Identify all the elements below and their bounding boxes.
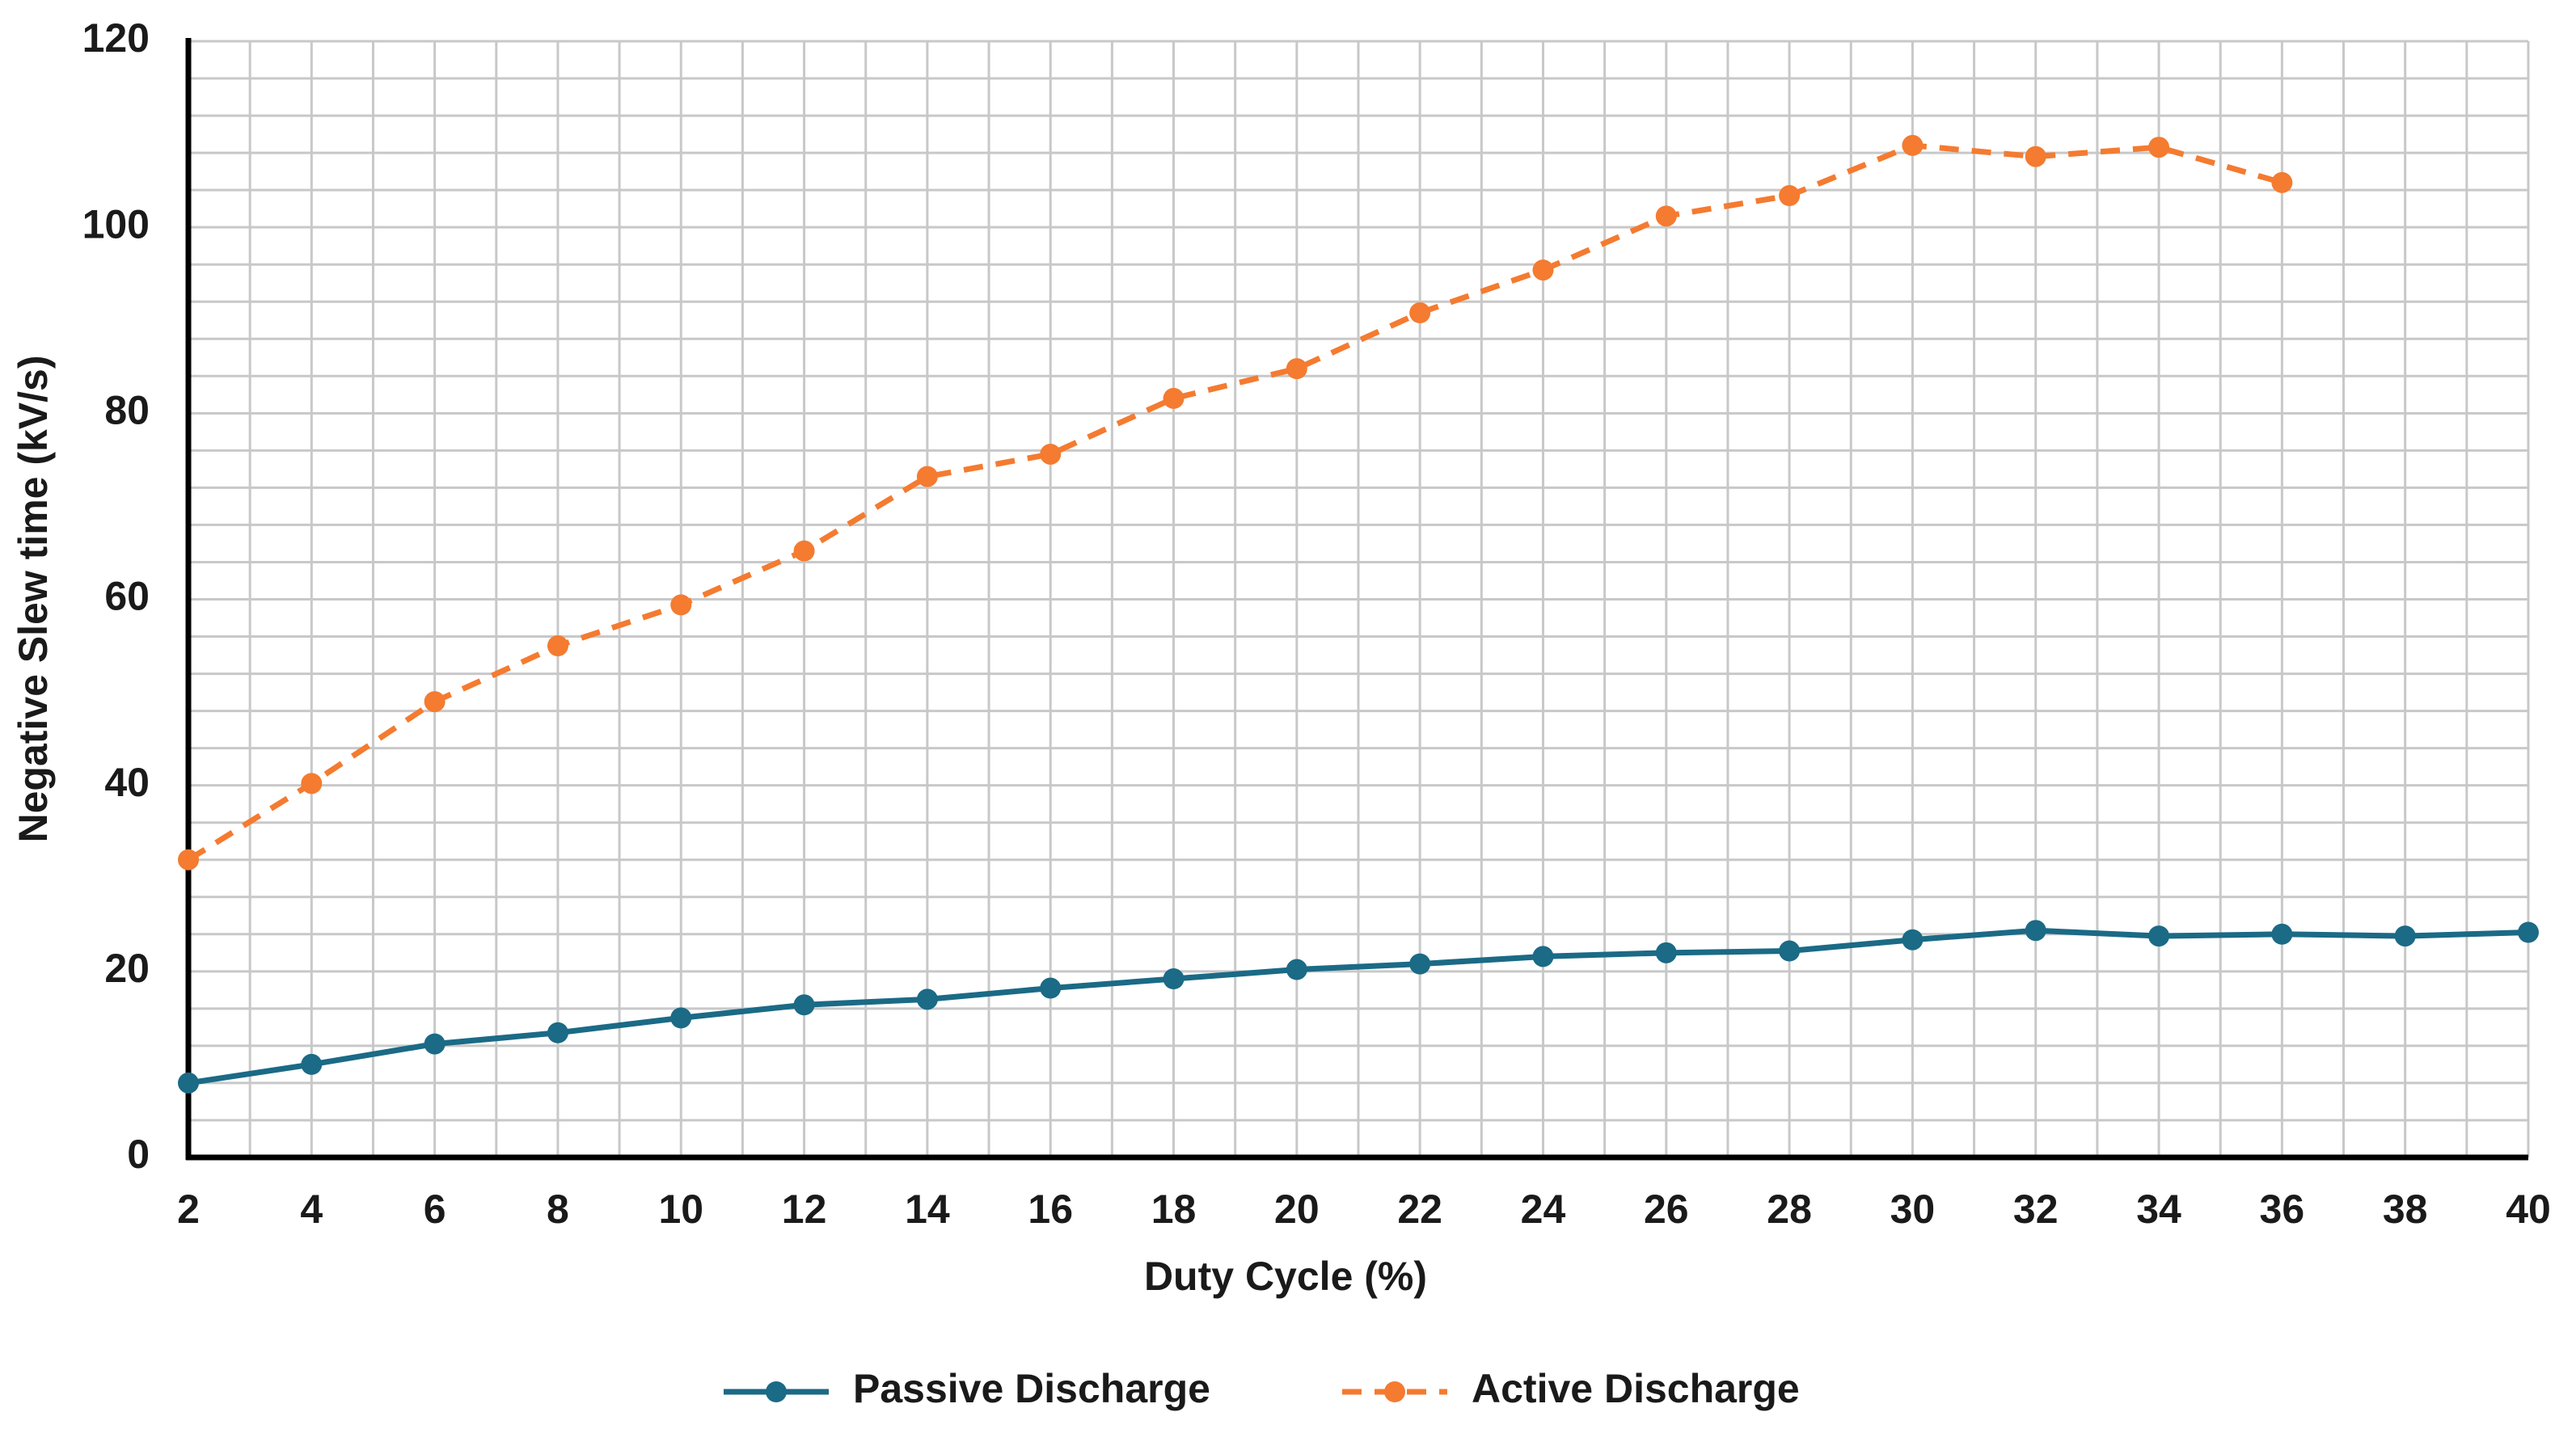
x-tick-label: 4 [300,1187,323,1232]
x-tick-label: 18 [1151,1187,1197,1232]
data-point [1040,443,1062,465]
data-point [2271,171,2293,193]
data-point [670,1007,692,1029]
data-point [1286,959,1307,980]
data-point [2271,923,2293,945]
data-point [1779,940,1801,962]
x-tick-label: 40 [2506,1187,2551,1232]
y-tick-label: 120 [82,15,150,61]
data-point [301,1053,323,1075]
data-point [670,594,692,616]
data-point [1902,929,1924,951]
x-tick-label: 16 [1028,1187,1073,1232]
y-tick-label: 20 [104,946,150,991]
data-point [1286,358,1307,380]
data-point [424,691,446,713]
y-tick-label: 40 [104,760,150,805]
data-point [1409,953,1431,975]
data-point [2518,921,2539,943]
data-point [547,1022,568,1043]
y-tick-label: 0 [127,1132,150,1177]
x-tick-label: 22 [1397,1187,1442,1232]
data-point [916,988,938,1010]
data-point [793,540,815,562]
x-axis-title: Duty Cycle (%) [1144,1254,1427,1299]
x-tick-label: 26 [1644,1187,1689,1232]
x-tick-label: 34 [2136,1187,2181,1232]
data-point [1779,185,1801,207]
data-point [178,849,199,870]
data-point [1409,302,1431,324]
y-tick-label: 60 [104,574,150,619]
x-tick-label: 2 [177,1187,200,1232]
legend-marker [1384,1381,1405,1402]
data-point [1532,946,1554,967]
data-point [424,1033,446,1055]
data-point [178,1072,199,1094]
data-point [1655,205,1677,227]
data-point [916,466,938,487]
y-tick-label: 100 [82,201,150,247]
data-point [2394,925,2416,947]
data-point [1902,134,1924,156]
data-point [2148,925,2170,947]
series-line [187,142,2283,862]
data-point [547,635,568,657]
y-tick-label: 80 [104,388,150,433]
x-tick-label: 20 [1274,1187,1320,1232]
data-point [1532,259,1554,281]
data-point [1163,968,1185,990]
x-tick-label: 24 [1521,1187,1566,1232]
data-point [2148,137,2170,158]
legend-label: Active Discharge [1472,1366,1800,1411]
data-point [1655,942,1677,963]
data-point [301,773,323,795]
series-line [188,927,2529,1086]
x-tick-label: 38 [2383,1187,2428,1232]
data-point [1163,387,1185,409]
x-tick-label: 36 [2260,1187,2305,1232]
x-tick-label: 32 [2013,1187,2059,1232]
x-tick-label: 30 [1890,1187,1936,1232]
data-point [2025,145,2046,167]
data-point [1040,977,1062,999]
x-tick-label: 12 [782,1187,827,1232]
x-tick-label: 28 [1767,1187,1812,1232]
data-point [2025,920,2046,942]
legend-label: Passive Discharge [853,1366,1210,1411]
x-tick-label: 8 [547,1187,569,1232]
x-tick-label: 14 [905,1187,950,1232]
x-tick-label: 10 [658,1187,703,1232]
y-axis-title: Negative Slew time (kV/s) [11,355,56,842]
data-point [793,994,815,1016]
legend-marker [766,1381,787,1402]
x-tick-label: 6 [424,1187,446,1232]
